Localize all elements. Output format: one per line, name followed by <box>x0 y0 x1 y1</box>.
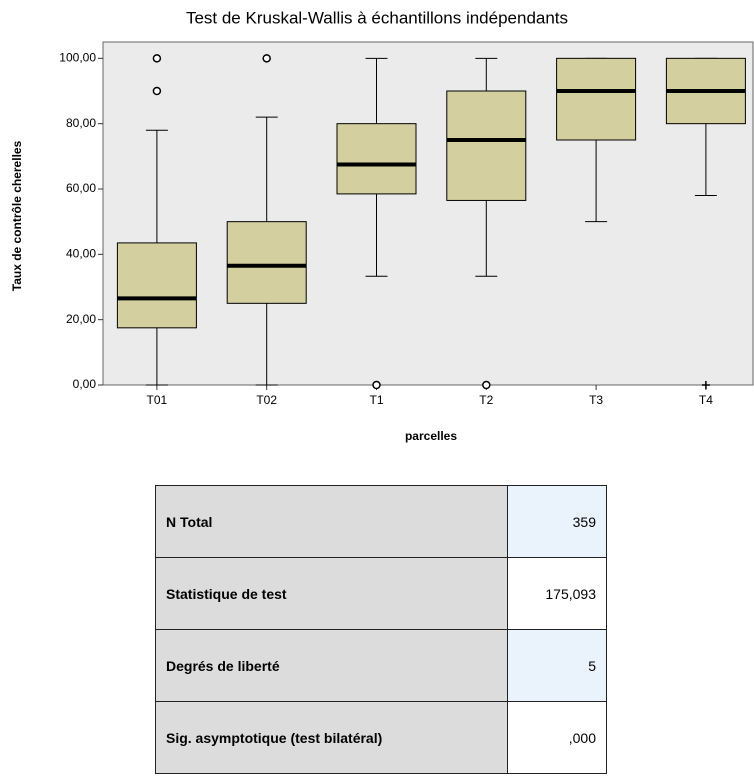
outlier <box>482 380 491 390</box>
y-tick-label: 0,00 <box>73 377 97 391</box>
table-row: Sig. asymptotique (test bilatéral) ,000 <box>155 701 607 774</box>
row-label: Degrés de liberté <box>155 629 508 702</box>
chart: Test de Kruskal-Wallis à échantillons in… <box>10 8 754 443</box>
box <box>226 221 307 304</box>
row-value: ,000 <box>507 701 607 774</box>
stats-table: N Total 359 Statistique de test 175,093 Degr… <box>155 485 607 774</box>
outlier <box>152 54 162 63</box>
outlier <box>262 54 271 63</box>
chart-title: Test de Kruskal-Wallis à échantillons in… <box>186 8 568 27</box>
x-tick-label: T1 <box>369 393 383 407</box>
box <box>446 90 527 201</box>
x-tick-label: T01 <box>147 393 168 407</box>
row-value: 175,093 <box>507 557 607 630</box>
y-tick-label: 20,00 <box>66 312 96 326</box>
y-axis-label: Taux de contrôle cherelles <box>10 140 24 291</box>
row-label: Statistique de test <box>155 557 508 630</box>
y-tick-label: 80,00 <box>66 116 96 130</box>
row-label: Sig. asymptotique (test bilatéral) <box>155 701 508 774</box>
x-tick-label: T2 <box>479 393 493 407</box>
y-tick-label: 100,00 <box>59 51 96 65</box>
x-tick-label: T02 <box>256 393 277 407</box>
y-tick-label: 40,00 <box>66 247 96 261</box>
x-tick-label: T3 <box>589 393 603 407</box>
box <box>556 57 637 141</box>
outlier <box>152 86 162 96</box>
table-row: Degrés de liberté 5 <box>155 629 607 702</box>
row-value: 359 <box>507 485 607 558</box>
x-axis-label: parcelles <box>405 429 457 443</box>
plot-area <box>102 41 754 386</box>
y-tick-label: 60,00 <box>66 181 96 195</box>
row-label: N Total <box>155 485 508 558</box>
box <box>116 242 197 329</box>
outlier <box>372 380 381 390</box>
table-row: Statistique de test 175,093 <box>155 557 607 630</box>
box <box>336 123 417 195</box>
x-tick-label: T4 <box>699 393 713 407</box>
row-value: 5 <box>507 629 607 702</box>
table-row: N Total 359 <box>155 485 607 558</box>
extreme <box>701 381 710 389</box>
